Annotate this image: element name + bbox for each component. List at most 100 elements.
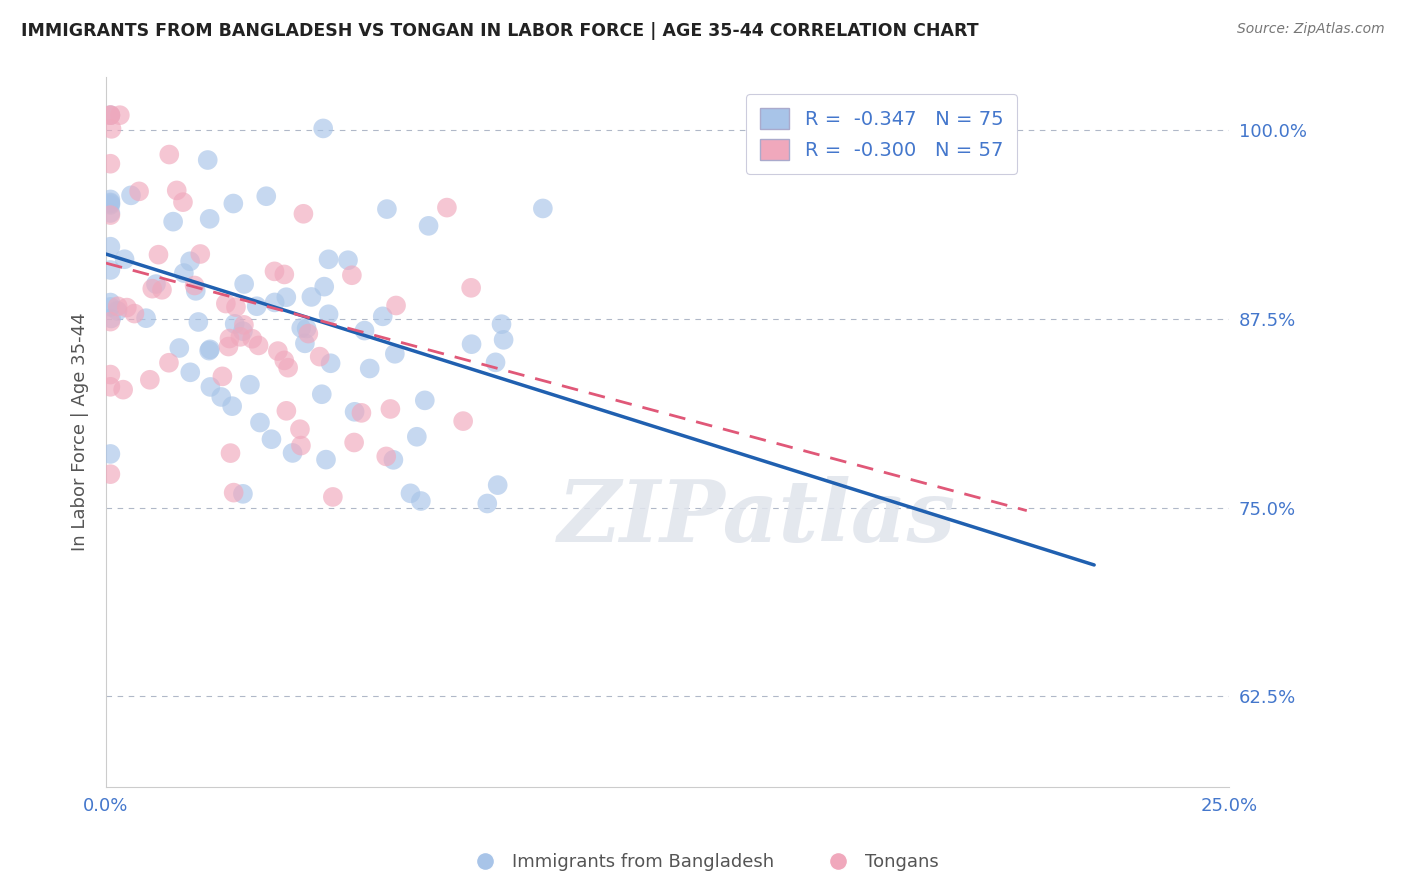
Point bbox=[100, 108, 122, 122]
Point bbox=[183, 278, 205, 293]
Point bbox=[322, 490, 344, 504]
Point bbox=[337, 253, 360, 268]
Point bbox=[267, 344, 290, 359]
Point bbox=[460, 337, 482, 351]
Text: ZIPatlas: ZIPatlas bbox=[558, 475, 956, 559]
Point bbox=[112, 383, 135, 397]
Point bbox=[187, 315, 209, 329]
Point bbox=[100, 240, 122, 254]
Point bbox=[124, 307, 146, 321]
Point bbox=[222, 485, 245, 500]
Point bbox=[229, 330, 252, 344]
Point bbox=[100, 315, 122, 329]
Point bbox=[531, 202, 554, 216]
Point bbox=[486, 478, 509, 492]
Point bbox=[290, 321, 312, 335]
Point bbox=[107, 304, 129, 318]
Point bbox=[100, 108, 122, 122]
Point bbox=[380, 401, 402, 416]
Point bbox=[100, 206, 122, 220]
Point bbox=[297, 326, 319, 341]
Point bbox=[148, 248, 170, 262]
Point bbox=[100, 198, 122, 212]
Point bbox=[100, 193, 122, 207]
Point bbox=[100, 263, 122, 277]
Point bbox=[100, 208, 122, 222]
Point bbox=[246, 299, 269, 313]
Point bbox=[139, 373, 162, 387]
Point bbox=[166, 183, 188, 197]
Point bbox=[198, 211, 221, 226]
Point bbox=[460, 281, 482, 295]
Point bbox=[477, 496, 499, 510]
Point bbox=[198, 343, 221, 357]
Point bbox=[100, 467, 122, 482]
Point bbox=[492, 333, 515, 347]
Y-axis label: In Labor Force | Age 35-44: In Labor Force | Age 35-44 bbox=[72, 313, 89, 551]
Point bbox=[225, 300, 247, 314]
Point bbox=[179, 254, 201, 268]
Point bbox=[273, 353, 295, 368]
Point bbox=[215, 296, 238, 310]
Point bbox=[385, 298, 408, 312]
Point bbox=[263, 295, 285, 310]
Point bbox=[239, 377, 262, 392]
Point bbox=[222, 196, 245, 211]
Point bbox=[318, 252, 340, 267]
Point bbox=[405, 430, 427, 444]
Point bbox=[418, 219, 440, 233]
Point bbox=[219, 446, 242, 460]
Point bbox=[224, 317, 246, 331]
Point bbox=[179, 365, 201, 379]
Point bbox=[218, 332, 240, 346]
Point bbox=[135, 311, 157, 326]
Point bbox=[382, 453, 405, 467]
Point bbox=[232, 487, 254, 501]
Point bbox=[128, 185, 150, 199]
Text: IMMIGRANTS FROM BANGLADESH VS TONGAN IN LABOR FORCE | AGE 35-44 CORRELATION CHAR: IMMIGRANTS FROM BANGLADESH VS TONGAN IN … bbox=[21, 22, 979, 40]
Point bbox=[100, 311, 122, 326]
Point bbox=[217, 339, 239, 353]
Point bbox=[200, 380, 222, 394]
Point bbox=[107, 299, 129, 313]
Point bbox=[184, 284, 207, 298]
Point bbox=[484, 355, 506, 369]
Point bbox=[314, 279, 336, 293]
Point bbox=[413, 393, 436, 408]
Point bbox=[371, 310, 394, 324]
Point bbox=[141, 282, 163, 296]
Point bbox=[308, 350, 330, 364]
Point bbox=[436, 201, 458, 215]
Point bbox=[340, 268, 363, 283]
Point bbox=[290, 439, 312, 453]
Point bbox=[319, 356, 342, 370]
Point bbox=[288, 422, 311, 436]
Point bbox=[277, 360, 299, 375]
Point bbox=[276, 290, 298, 304]
Point bbox=[318, 307, 340, 321]
Point bbox=[145, 277, 167, 291]
Point bbox=[260, 432, 283, 446]
Point bbox=[100, 368, 122, 382]
Point bbox=[100, 195, 122, 210]
Point bbox=[198, 343, 221, 358]
Point bbox=[157, 356, 180, 370]
Point bbox=[150, 283, 173, 297]
Point bbox=[197, 153, 219, 167]
Point bbox=[114, 252, 136, 267]
Point bbox=[249, 416, 271, 430]
Point bbox=[221, 399, 243, 413]
Point bbox=[254, 189, 277, 203]
Point bbox=[292, 207, 315, 221]
Point bbox=[375, 202, 398, 216]
Point bbox=[343, 405, 366, 419]
Point bbox=[100, 380, 122, 394]
Point bbox=[100, 196, 122, 211]
Point bbox=[294, 336, 316, 351]
Point bbox=[115, 301, 138, 315]
Point bbox=[384, 347, 406, 361]
Point bbox=[100, 300, 122, 314]
Point bbox=[169, 341, 191, 355]
Point bbox=[100, 447, 122, 461]
Point bbox=[409, 494, 432, 508]
